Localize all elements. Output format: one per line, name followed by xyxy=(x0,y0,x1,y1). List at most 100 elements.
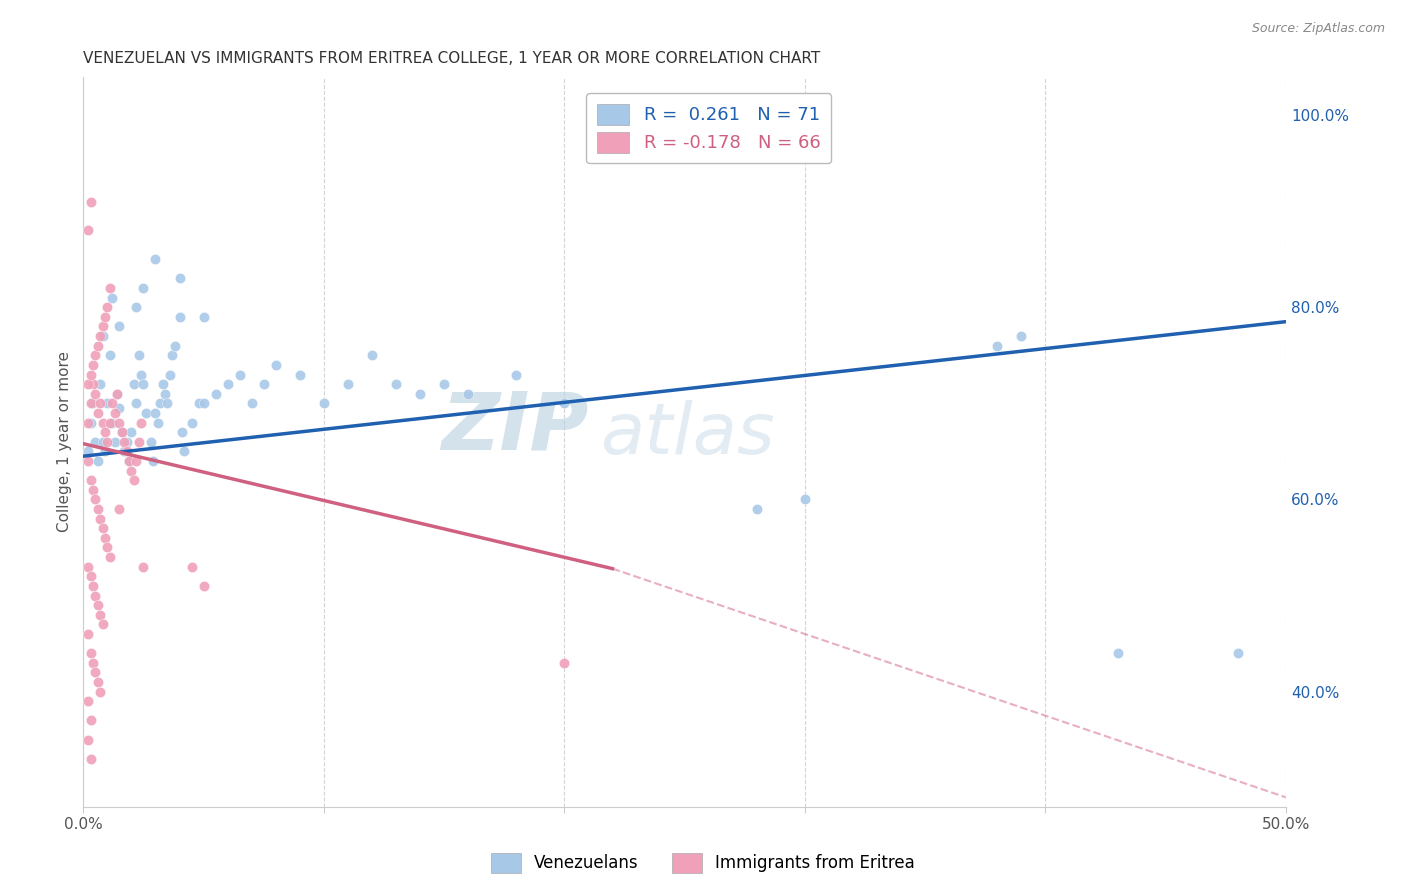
Point xyxy=(1010,329,1032,343)
Point xyxy=(103,434,125,449)
Point xyxy=(94,444,117,458)
Point xyxy=(79,368,101,382)
Point xyxy=(77,627,100,641)
Point xyxy=(169,310,191,324)
Point xyxy=(180,559,202,574)
Point xyxy=(79,569,101,583)
Point xyxy=(115,444,138,458)
Point xyxy=(79,396,101,410)
Point xyxy=(111,425,134,439)
Point xyxy=(91,319,114,334)
Text: atlas: atlas xyxy=(600,400,775,469)
Point xyxy=(96,396,118,410)
Point xyxy=(139,434,162,449)
Point xyxy=(163,339,186,353)
Point xyxy=(187,396,209,410)
Point xyxy=(288,368,311,382)
Point xyxy=(98,416,121,430)
Point xyxy=(98,550,121,565)
Point xyxy=(312,396,335,410)
Point xyxy=(84,665,107,680)
Point xyxy=(385,377,408,392)
Point xyxy=(91,434,114,449)
Point xyxy=(745,502,768,516)
Point xyxy=(79,752,101,766)
Point xyxy=(108,416,131,430)
Point xyxy=(193,579,215,593)
Point xyxy=(84,386,107,401)
Point xyxy=(409,386,432,401)
Point xyxy=(79,473,101,487)
Point xyxy=(79,646,101,660)
Point xyxy=(125,300,148,314)
Point xyxy=(89,684,111,698)
Point xyxy=(112,444,135,458)
Point xyxy=(135,406,157,420)
Point xyxy=(433,377,456,392)
Point xyxy=(156,396,179,410)
Point xyxy=(180,416,202,430)
Point xyxy=(89,396,111,410)
Point xyxy=(87,502,110,516)
Point xyxy=(87,406,110,420)
Point xyxy=(145,406,167,420)
Point xyxy=(132,377,155,392)
Point xyxy=(98,281,121,295)
Y-axis label: College, 1 year or more: College, 1 year or more xyxy=(58,351,72,533)
Point xyxy=(108,502,131,516)
Point xyxy=(111,425,134,439)
Point xyxy=(96,434,118,449)
Point xyxy=(82,483,104,497)
Point xyxy=(82,377,104,392)
Point xyxy=(84,348,107,362)
Point xyxy=(193,310,215,324)
Point xyxy=(128,434,150,449)
Point xyxy=(87,339,110,353)
Point xyxy=(87,598,110,612)
Point xyxy=(101,416,124,430)
Point xyxy=(82,358,104,372)
Point xyxy=(108,401,131,416)
Point xyxy=(129,368,152,382)
Point xyxy=(82,656,104,670)
Point xyxy=(153,386,176,401)
Point xyxy=(101,291,124,305)
Point xyxy=(91,329,114,343)
Point xyxy=(264,358,287,372)
Point xyxy=(91,416,114,430)
Point xyxy=(84,589,107,603)
Point xyxy=(1226,646,1249,660)
Point xyxy=(96,300,118,314)
Point xyxy=(125,396,148,410)
Point xyxy=(149,396,172,410)
Point xyxy=(77,377,100,392)
Legend: Venezuelans, Immigrants from Eritrea: Venezuelans, Immigrants from Eritrea xyxy=(484,847,922,880)
Point xyxy=(118,454,141,468)
Point xyxy=(91,521,114,535)
Point xyxy=(118,454,141,468)
Point xyxy=(193,396,215,410)
Point xyxy=(77,454,100,468)
Point xyxy=(89,377,111,392)
Text: Source: ZipAtlas.com: Source: ZipAtlas.com xyxy=(1251,22,1385,36)
Point xyxy=(553,396,575,410)
Point xyxy=(173,444,195,458)
Point xyxy=(105,386,128,401)
Text: ZIP: ZIP xyxy=(441,388,589,467)
Point xyxy=(170,425,193,439)
Point xyxy=(204,386,226,401)
Point xyxy=(336,377,359,392)
Point xyxy=(1107,646,1129,660)
Point xyxy=(94,310,117,324)
Point xyxy=(77,444,100,458)
Point xyxy=(120,425,142,439)
Point xyxy=(79,416,101,430)
Point xyxy=(125,454,148,468)
Point xyxy=(108,319,131,334)
Point xyxy=(132,281,155,295)
Point xyxy=(240,396,263,410)
Point xyxy=(217,377,239,392)
Point xyxy=(87,454,110,468)
Point xyxy=(159,368,181,382)
Text: VENEZUELAN VS IMMIGRANTS FROM ERITREA COLLEGE, 1 YEAR OR MORE CORRELATION CHART: VENEZUELAN VS IMMIGRANTS FROM ERITREA CO… xyxy=(83,51,821,66)
